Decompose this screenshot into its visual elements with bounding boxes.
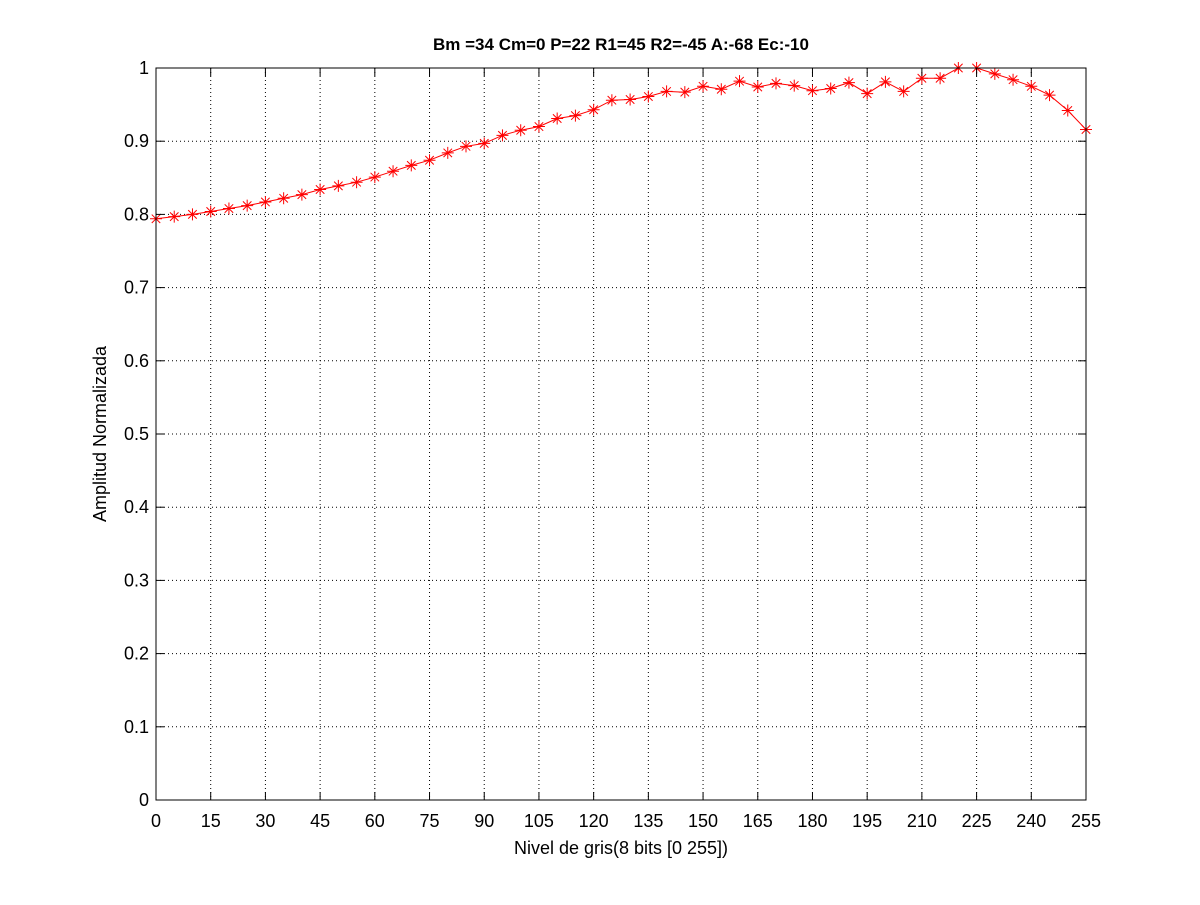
y-tick-label: 0.2: [124, 644, 149, 664]
data-point-marker: [314, 183, 327, 196]
data-point-marker: [1043, 89, 1056, 102]
data-point-marker: [897, 85, 910, 98]
data-point-marker: [295, 188, 308, 201]
data-point-marker: [660, 85, 673, 98]
y-tick-label: 0.5: [124, 424, 149, 444]
data-point-marker: [934, 72, 947, 85]
data-point-marker: [770, 77, 782, 90]
data-point-marker: [168, 210, 181, 223]
y-tick-label: 0.6: [124, 351, 149, 371]
y-tick-label: 0: [139, 790, 149, 810]
data-point-marker: [605, 94, 618, 107]
data-point-marker: [496, 129, 509, 142]
data-point-marker: [642, 90, 655, 103]
x-tick-label: 0: [151, 811, 161, 831]
x-tick-label: 105: [524, 811, 554, 831]
data-point-marker: [879, 75, 892, 88]
x-tick-label: 195: [852, 811, 882, 831]
data-point-marker: [733, 75, 746, 88]
data-point-marker: [405, 159, 418, 172]
data-point-marker: [988, 67, 1001, 80]
x-tick-label: 15: [201, 811, 221, 831]
data-point-marker: [715, 83, 728, 96]
x-tick-label: 255: [1071, 811, 1101, 831]
x-tick-label: 180: [797, 811, 827, 831]
y-tick-label: 0.7: [124, 278, 149, 298]
y-tick-label: 0.4: [124, 497, 149, 517]
x-tick-label: 165: [743, 811, 773, 831]
data-point-marker: [842, 76, 855, 89]
chart-title: Bm =34 Cm=0 P=22 R1=45 R2=-45 A:-68 Ec:-…: [433, 35, 809, 54]
series-line: [155, 67, 1087, 220]
x-tick-label: 75: [420, 811, 440, 831]
grid-lines: [156, 68, 1086, 800]
data-point-marker: [241, 199, 254, 212]
data-point-marker: [514, 124, 527, 137]
axis-ticks: [155, 67, 1087, 801]
data-point-marker: [697, 80, 710, 93]
data-point-marker: [186, 208, 199, 221]
y-tick-label: 0.1: [124, 717, 149, 737]
data-point-marker: [788, 79, 801, 92]
data-point-marker: [1061, 104, 1074, 117]
x-axis-label: Nivel de gris(8 bits [0 255]): [514, 838, 728, 858]
data-point-marker: [277, 192, 290, 205]
data-point-marker: [532, 120, 545, 133]
data-point-marker: [915, 72, 928, 85]
x-tick-label: 240: [1016, 811, 1046, 831]
y-tick-label: 0.9: [124, 131, 149, 151]
x-tick-label: 120: [579, 811, 609, 831]
x-tick-label: 150: [688, 811, 718, 831]
data-point-marker: [259, 195, 272, 208]
data-point-marker: [806, 84, 819, 97]
data-point-marker: [587, 103, 600, 116]
data-point-marker: [478, 137, 491, 150]
data-point-marker: [332, 179, 345, 192]
data-point-marker: [624, 93, 637, 106]
x-tick-label: 135: [633, 811, 663, 831]
y-axis-label: Amplitud Normalizada: [90, 345, 110, 522]
data-point-marker: [204, 205, 217, 218]
data-point-marker: [861, 87, 874, 100]
data-point-marker: [824, 82, 837, 95]
data-point-marker: [460, 140, 472, 153]
data-point-marker: [350, 176, 363, 189]
tick-labels: 0 15 30 45 60 75 90 105 120 135 150 165 180 195 210 225…: [124, 58, 1101, 831]
data-point-marker: [222, 202, 235, 215]
data-markers: [150, 62, 1092, 225]
data-point-marker: [387, 165, 400, 178]
y-tick-label: 0.8: [124, 204, 149, 224]
data-point-marker: [569, 109, 582, 122]
x-tick-label: 45: [310, 811, 330, 831]
data-point-marker: [751, 81, 764, 94]
data-point-marker: [551, 112, 564, 125]
data-point-marker: [423, 154, 436, 167]
data-line: [155, 67, 1087, 220]
data-point-marker: [1007, 73, 1020, 86]
x-tick-label: 210: [907, 811, 937, 831]
x-tick-label: 225: [962, 811, 992, 831]
y-tick-label: 0.3: [124, 570, 149, 590]
y-tick-label: 1: [139, 58, 149, 78]
x-tick-label: 90: [474, 811, 494, 831]
data-point-marker: [441, 146, 454, 159]
x-tick-label: 30: [255, 811, 275, 831]
data-point-marker: [678, 86, 691, 99]
data-point-marker: [368, 171, 381, 184]
data-point-marker: [1025, 80, 1038, 93]
x-tick-label: 60: [365, 811, 385, 831]
